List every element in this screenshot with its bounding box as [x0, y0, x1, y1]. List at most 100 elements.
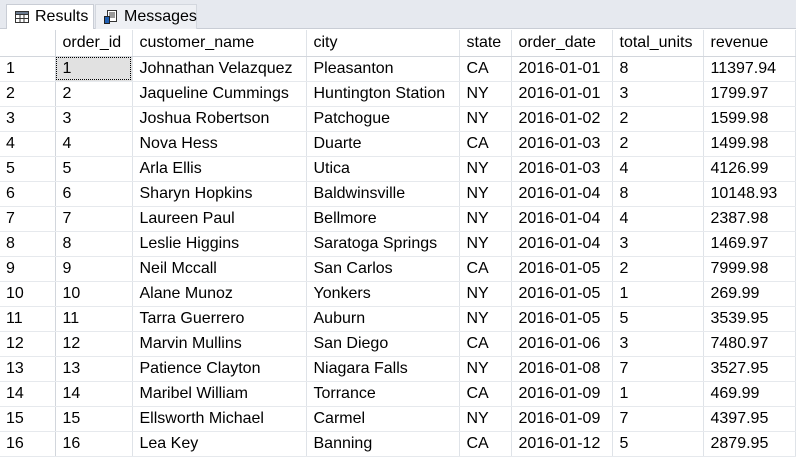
cell-state[interactable]: CA	[459, 381, 512, 407]
cell-total-units[interactable]: 2	[612, 131, 704, 157]
cell-total-units[interactable]: 1	[612, 281, 704, 307]
cell-customer-name[interactable]: Marvin Mullins	[132, 331, 307, 357]
cell-order-date[interactable]: 2016-01-05	[511, 281, 613, 307]
cell-city[interactable]: Pleasanton	[306, 56, 460, 82]
row-number[interactable]: 15	[0, 406, 56, 432]
cell-order-date[interactable]: 2016-01-03	[511, 131, 613, 157]
cell-city[interactable]: Niagara Falls	[306, 356, 460, 382]
cell-revenue[interactable]: 469.99	[703, 381, 796, 407]
cell-total-units[interactable]: 2	[612, 106, 704, 132]
cell-state[interactable]: CA	[459, 131, 512, 157]
cell-state[interactable]: NY	[459, 206, 512, 232]
cell-city[interactable]: Huntington Station	[306, 81, 460, 107]
cell-order-id[interactable]: 12	[55, 331, 133, 357]
cell-customer-name[interactable]: Nova Hess	[132, 131, 307, 157]
cell-revenue[interactable]: 7480.97	[703, 331, 796, 357]
cell-revenue[interactable]: 3527.95	[703, 356, 796, 382]
row-number[interactable]: 2	[0, 81, 56, 107]
cell-total-units[interactable]: 4	[612, 206, 704, 232]
column-header-customer-name[interactable]: customer_name	[132, 30, 307, 57]
column-header-order-id[interactable]: order_id	[55, 30, 133, 57]
cell-revenue[interactable]: 1599.98	[703, 106, 796, 132]
row-number[interactable]: 16	[0, 431, 56, 457]
cell-order-id[interactable]: 9	[55, 256, 133, 282]
cell-order-id[interactable]: 15	[55, 406, 133, 432]
cell-state[interactable]: NY	[459, 281, 512, 307]
cell-order-date[interactable]: 2016-01-05	[511, 306, 613, 332]
grid-corner[interactable]	[0, 30, 56, 57]
cell-order-id[interactable]: 11	[55, 306, 133, 332]
cell-city[interactable]: Carmel	[306, 406, 460, 432]
row-number[interactable]: 8	[0, 231, 56, 257]
table-row[interactable]: 11 11 Tarra Guerrero Auburn NY 2016-01-05 5 353…	[0, 306, 796, 332]
cell-customer-name[interactable]: Neil Mccall	[132, 256, 307, 282]
cell-total-units[interactable]: 8	[612, 56, 704, 82]
cell-state[interactable]: CA	[459, 56, 512, 82]
results-grid[interactable]: order_id customer_name city state order_…	[0, 30, 796, 459]
cell-order-date[interactable]: 2016-01-05	[511, 256, 613, 282]
cell-city[interactable]: Yonkers	[306, 281, 460, 307]
cell-order-id[interactable]: 3	[55, 106, 133, 132]
cell-order-date[interactable]: 2016-01-02	[511, 106, 613, 132]
column-header-city[interactable]: city	[306, 30, 460, 57]
cell-total-units[interactable]: 3	[612, 331, 704, 357]
table-row[interactable]: 6 6 Sharyn Hopkins Baldwinsville NY 2016-01-0…	[0, 181, 796, 207]
column-header-state[interactable]: state	[459, 30, 512, 57]
cell-order-id[interactable]: 13	[55, 356, 133, 382]
cell-state[interactable]: NY	[459, 306, 512, 332]
table-row[interactable]: 9 9 Neil Mccall San Carlos CA 2016-01-05 2 7999…	[0, 256, 796, 282]
cell-order-id[interactable]: 8	[55, 231, 133, 257]
table-row[interactable]: 1 1 Johnathan Velazquez Pleasanton CA 2016-01…	[0, 56, 796, 82]
table-row[interactable]: 5 5 Arla Ellis Utica NY 2016-01-03 4 4126.99	[0, 156, 796, 182]
cell-total-units[interactable]: 8	[612, 181, 704, 207]
row-number[interactable]: 13	[0, 356, 56, 382]
cell-order-date[interactable]: 2016-01-04	[511, 206, 613, 232]
cell-customer-name[interactable]: Lea Key	[132, 431, 307, 457]
cell-state[interactable]: NY	[459, 81, 512, 107]
cell-city[interactable]: Auburn	[306, 306, 460, 332]
cell-customer-name[interactable]: Maribel William	[132, 381, 307, 407]
cell-order-id[interactable]: 2	[55, 81, 133, 107]
table-row[interactable]: 12 12 Marvin Mullins San Diego CA 2016-01-06 3…	[0, 331, 796, 357]
cell-order-id[interactable]: 10	[55, 281, 133, 307]
cell-order-id[interactable]: 16	[55, 431, 133, 457]
cell-city[interactable]: Bellmore	[306, 206, 460, 232]
cell-order-date[interactable]: 2016-01-09	[511, 406, 613, 432]
row-number[interactable]: 5	[0, 156, 56, 182]
cell-revenue[interactable]: 3539.95	[703, 306, 796, 332]
cell-state[interactable]: NY	[459, 231, 512, 257]
column-header-revenue[interactable]: revenue	[703, 30, 796, 57]
cell-order-date[interactable]: 2016-01-06	[511, 331, 613, 357]
cell-customer-name[interactable]: Arla Ellis	[132, 156, 307, 182]
row-number[interactable]: 3	[0, 106, 56, 132]
column-header-total-units[interactable]: total_units	[612, 30, 704, 57]
table-row[interactable]: 7 7 Laureen Paul Bellmore NY 2016-01-04 4 2387.…	[0, 206, 796, 232]
cell-total-units[interactable]: 3	[612, 81, 704, 107]
cell-order-id[interactable]: 14	[55, 381, 133, 407]
cell-customer-name[interactable]: Leslie Higgins	[132, 231, 307, 257]
cell-customer-name[interactable]: Sharyn Hopkins	[132, 181, 307, 207]
cell-state[interactable]: NY	[459, 406, 512, 432]
table-row[interactable]: 4 4 Nova Hess Duarte CA 2016-01-03 2 1499.98	[0, 131, 796, 157]
cell-customer-name[interactable]: Alane Munoz	[132, 281, 307, 307]
cell-revenue[interactable]: 1799.97	[703, 81, 796, 107]
table-row[interactable]: 10 10 Alane Munoz Yonkers NY 2016-01-05 1 269.9…	[0, 281, 796, 307]
cell-city[interactable]: Utica	[306, 156, 460, 182]
cell-order-id[interactable]: 4	[55, 131, 133, 157]
cell-customer-name[interactable]: Ellsworth Michael	[132, 406, 307, 432]
cell-revenue[interactable]: 269.99	[703, 281, 796, 307]
cell-city[interactable]: Duarte	[306, 131, 460, 157]
cell-order-date[interactable]: 2016-01-01	[511, 81, 613, 107]
row-number[interactable]: 9	[0, 256, 56, 282]
cell-revenue[interactable]: 7999.98	[703, 256, 796, 282]
cell-order-date[interactable]: 2016-01-09	[511, 381, 613, 407]
cell-customer-name[interactable]: Patience Clayton	[132, 356, 307, 382]
cell-total-units[interactable]: 2	[612, 256, 704, 282]
cell-state[interactable]: CA	[459, 256, 512, 282]
row-number[interactable]: 12	[0, 331, 56, 357]
cell-state[interactable]: CA	[459, 431, 512, 457]
cell-total-units[interactable]: 1	[612, 381, 704, 407]
row-number[interactable]: 7	[0, 206, 56, 232]
cell-total-units[interactable]: 4	[612, 156, 704, 182]
cell-order-date[interactable]: 2016-01-12	[511, 431, 613, 457]
